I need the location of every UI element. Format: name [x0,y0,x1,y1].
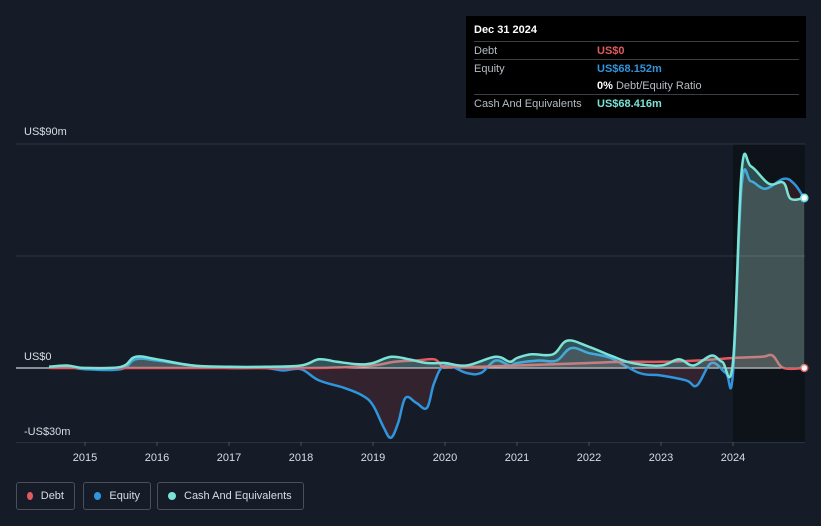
tooltip-row-cash: Cash And Equivalents US$68.416m [474,94,799,112]
x-tick-label: 2021 [505,452,529,464]
legend-debt-dot [27,492,33,500]
tooltip-row-ratio: 0% Debt/Equity Ratio [474,77,799,94]
x-tick-label: 2015 [73,452,97,464]
future-shade [733,144,805,442]
tooltip-ratio-suffix: Debt/Equity Ratio [615,79,702,92]
series-layer [48,152,809,440]
legend-cash-label: Cash And Equivalents [184,490,292,502]
equity-area [49,169,805,438]
tooltip-equity-label: Equity [474,62,505,75]
tooltip-debt-value: US$0 [597,44,625,57]
x-axis: 2015 2016 2017 2018 2019 2020 2021 2022 2023 2024 [73,442,745,464]
y-tick-label: US$90m [24,126,67,138]
y-tick-label: US$0 [24,351,52,363]
y-tick-label: -US$30m [24,426,70,438]
legend-cash-dot [168,492,176,500]
cash-and-equivalents-area [49,153,805,378]
legend-debt[interactable]: Debt [16,482,75,510]
x-tick-label: 2022 [577,452,601,464]
tooltip: Dec 31 2024 Debt US$0 Equity US$68.152m … [466,16,806,118]
tooltip-equity-value: US$68.152m [597,62,662,75]
y-axis: US$90m US$0 -US$30m [24,126,70,438]
x-tick-label: 2020 [433,452,457,464]
x-tick-label: 2023 [649,452,673,464]
tooltip-date: Dec 31 2024 [474,24,537,36]
tooltip-row-equity: Equity US$68.152m [474,59,799,77]
x-tick-label: 2018 [289,452,313,464]
x-tick-label: 2016 [145,452,169,464]
x-tick-label: 2017 [217,452,241,464]
legend-cash[interactable]: Cash And Equivalents [157,482,304,510]
cash-and-equivalents-line [48,152,805,379]
tooltip-row-debt: Debt US$0 [474,41,799,59]
cash-and-equivalents-end-point [800,193,809,203]
legend-equity[interactable]: Equity [83,482,151,510]
x-tick-label: 2019 [361,452,385,464]
x-tick-label: 2024 [721,452,745,464]
legend-equity-label: Equity [109,490,140,502]
tooltip-ratio-value: 0% [597,79,613,92]
tooltip-cash-label: Cash And Equivalents [474,97,582,110]
legend-debt-label: Debt [40,490,64,502]
debt-end-point [800,363,809,373]
legend-equity-dot [94,492,102,500]
tooltip-cash-value: US$68.416m [597,97,662,110]
tooltip-debt-label: Debt [474,44,498,57]
